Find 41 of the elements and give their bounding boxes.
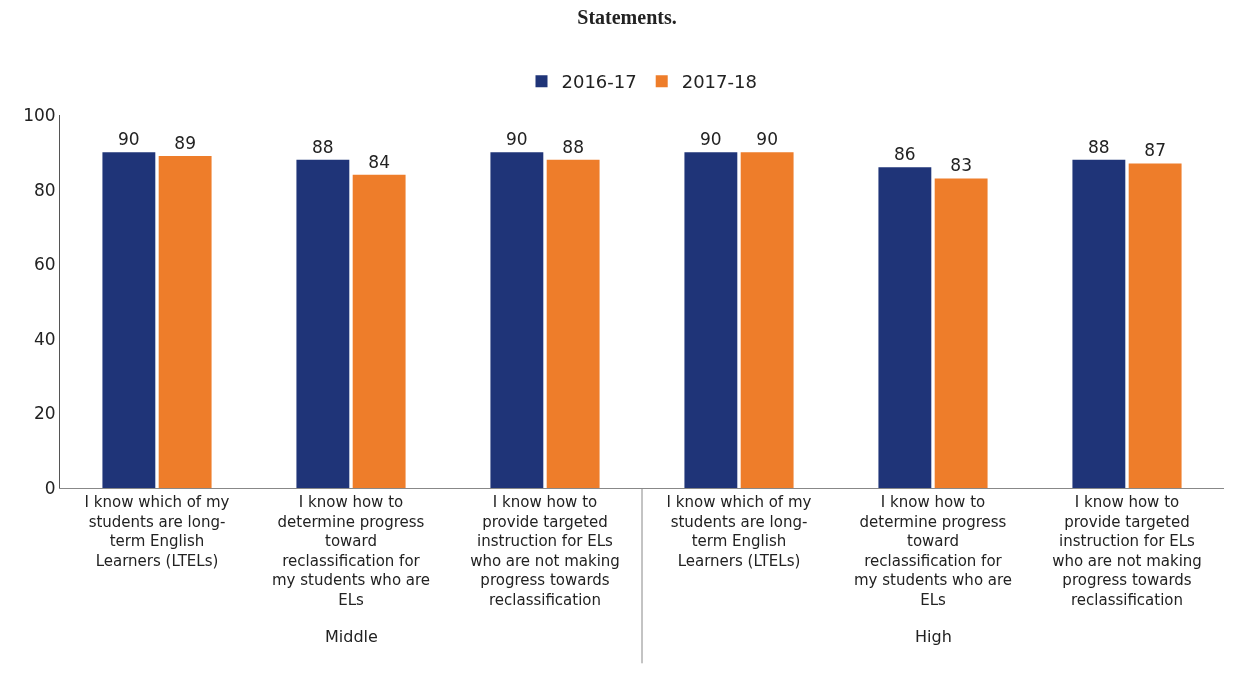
data-label: 89 [174, 133, 196, 154]
data-label: 90 [756, 129, 778, 150]
bar [296, 159, 350, 488]
chart-title: Statements. [577, 6, 677, 29]
y-tick-label: 80 [33, 179, 56, 200]
data-label: 83 [950, 155, 972, 176]
data-label: 88 [312, 136, 334, 157]
bar [684, 152, 738, 488]
x-tick-label: I know which of my students are long-term English Learners (LTELs) [666, 493, 812, 570]
legend-label: 2016-17 [561, 71, 637, 93]
y-tick-label: 0 [44, 477, 56, 498]
data-label: 86 [894, 144, 916, 165]
bar [934, 178, 988, 488]
y-tick-label: 100 [23, 104, 56, 125]
bar [1128, 163, 1182, 488]
data-label: 84 [368, 151, 390, 172]
data-label: 87 [1144, 140, 1166, 161]
y-tick-label: 20 [33, 403, 56, 424]
x-tick-label: I know how to determine progress toward reclassification for my students who are ELs [853, 493, 1013, 609]
x-tick-label: I know how to determine progress toward reclassification for my students who are ELs [271, 493, 431, 609]
y-tick-label: 40 [33, 328, 56, 349]
bar [878, 167, 932, 488]
data-label: 90 [118, 129, 140, 150]
text: High [915, 627, 952, 646]
bar [102, 152, 156, 488]
bar [352, 174, 406, 488]
data-label: 90 [506, 129, 528, 150]
x-tick-label: I know which of my students are long-term English Learners (LTELs) [84, 493, 230, 570]
data-label: 88 [562, 136, 584, 157]
legend-label: 2017-18 [681, 71, 757, 93]
data-label: 90 [700, 129, 722, 150]
bar [1072, 159, 1126, 488]
data-label: 88 [1088, 136, 1110, 157]
x-tick-label: I know how to provide targeted instruction for ELs who are not making progress towards reclassification [470, 493, 620, 609]
bar [740, 152, 794, 488]
bar [546, 159, 600, 488]
bar [490, 152, 544, 488]
y-tick-label: 60 [33, 254, 56, 275]
text: Middle [325, 627, 378, 646]
bar [158, 156, 212, 488]
x-tick-label: I know how to provide targeted instruction for ELs who are not making progress towards reclassification [1052, 493, 1202, 609]
